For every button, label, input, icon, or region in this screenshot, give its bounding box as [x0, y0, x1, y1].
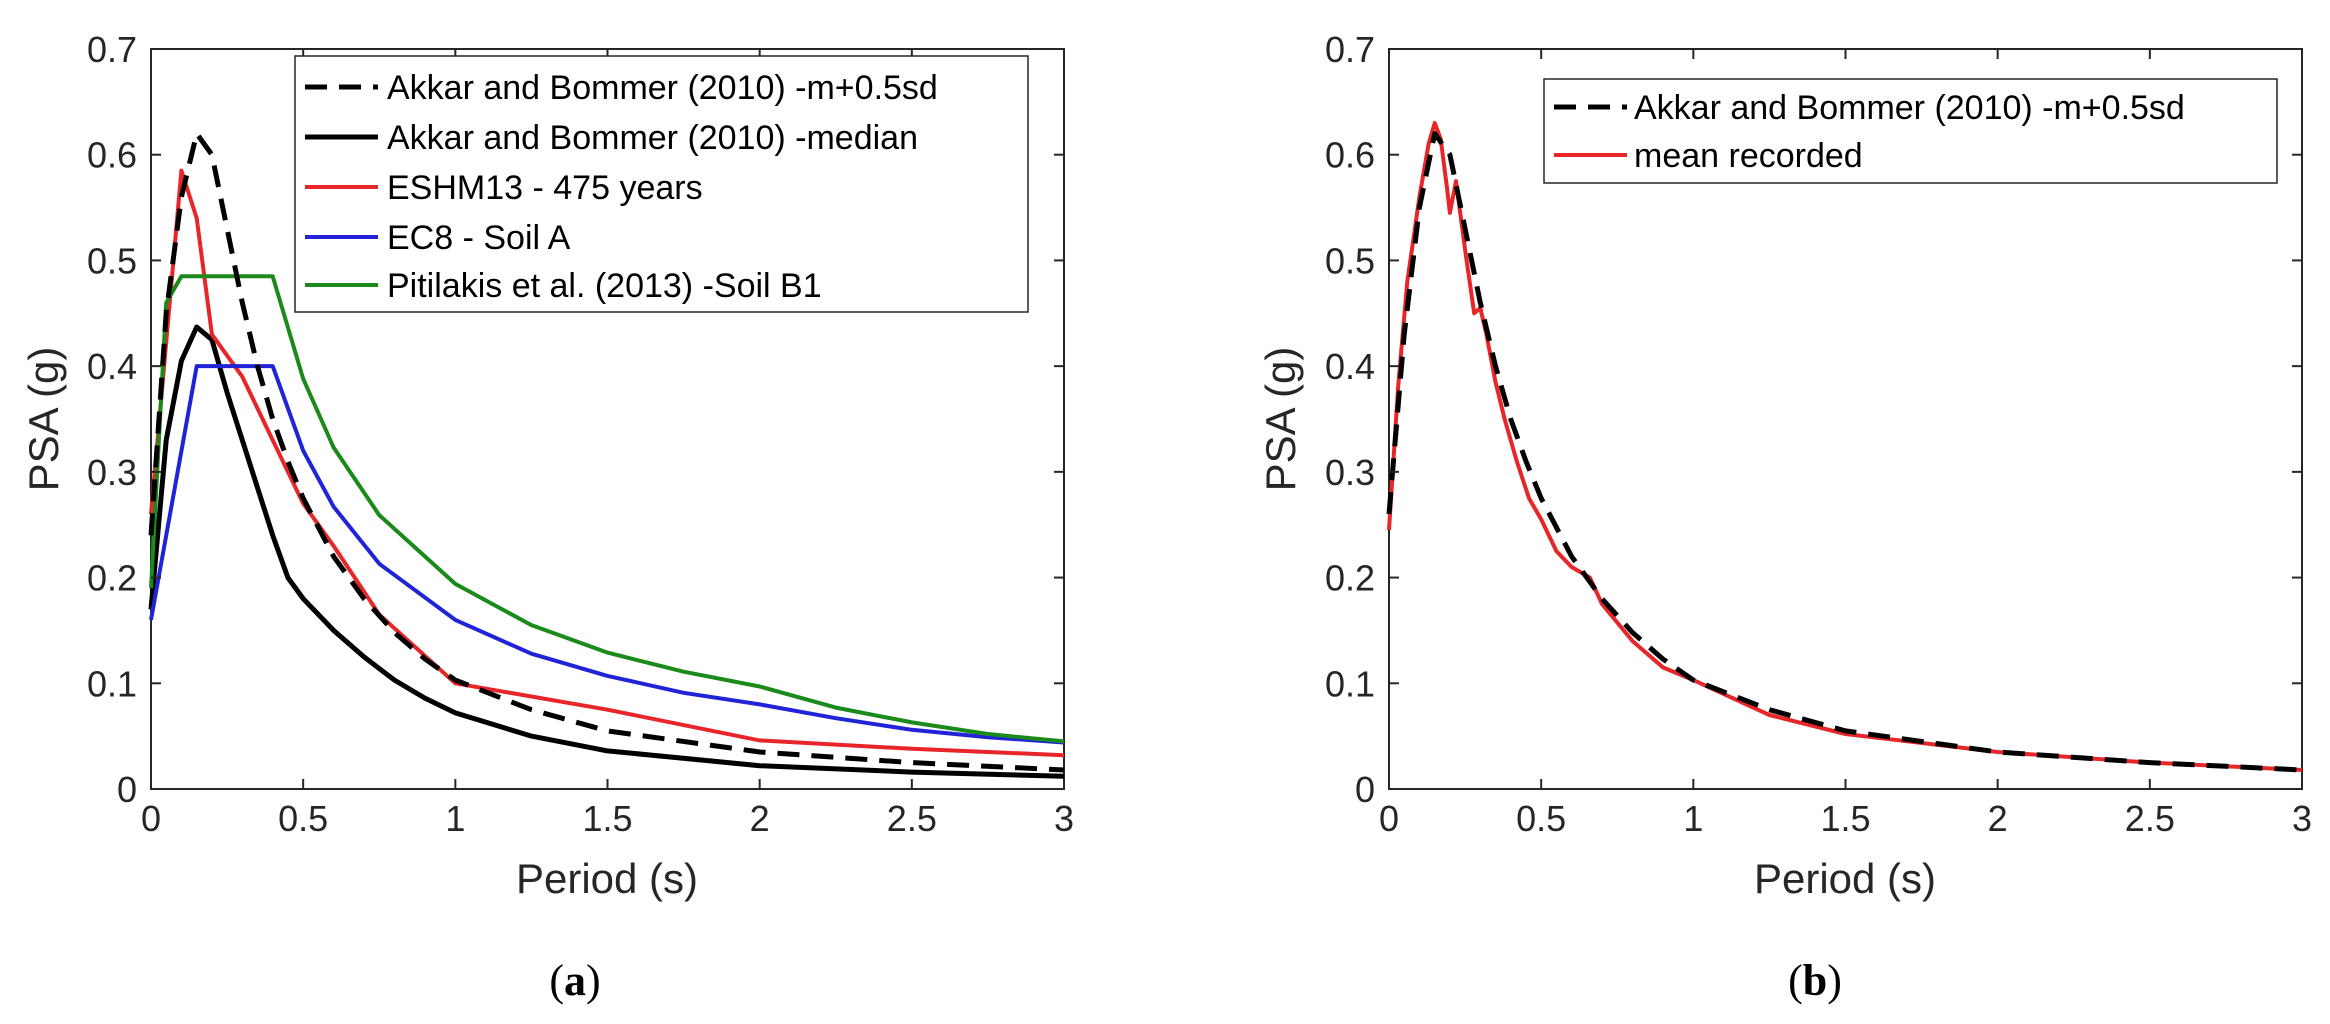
y-tick-label: 0.4: [87, 346, 137, 387]
series-line-1: [148, 324, 1065, 779]
y-tick-label: 0: [117, 769, 137, 810]
panel-b: 0 0.5 1 1.5 2 2.5 3 0 0.1 0.2 0.3 0.4 0.5 0.6 0.7 Per…: [1257, 29, 2312, 1005]
legend: Akkar and Bommer (2010) -m+0.5sd mean re…: [1543, 78, 2278, 184]
legend-entry: Akkar and Bommer (2010) -m+0.5sd: [1634, 89, 2185, 127]
x-axis-label: Period (s): [1754, 855, 1936, 902]
panel-caption-letter: b: [1803, 956, 1827, 1005]
y-tick-label: 0.4: [1325, 346, 1375, 387]
series-layer: [1386, 121, 2303, 773]
y-tick-label: 0.6: [87, 135, 137, 176]
y-axis-label: PSA (g): [20, 347, 67, 492]
x-tick-label: 1.5: [582, 798, 632, 839]
y-ticks: 0 0.1 0.2 0.3 0.4 0.5 0.6 0.7: [1325, 29, 2302, 810]
x-tick-label: 0.5: [1516, 798, 1566, 839]
y-tick-label: 0.2: [1325, 558, 1375, 599]
x-tick-label: 2: [750, 798, 770, 839]
x-tick-label: 2: [1988, 798, 2008, 839]
x-tick-label: 0: [141, 798, 161, 839]
y-ticks: 0 0.1 0.2 0.3 0.4 0.5 0.6 0.7: [87, 29, 1064, 810]
x-tick-label: 0.5: [278, 798, 328, 839]
legend-entry: EC8 - Soil A: [387, 219, 571, 257]
panel-caption: (b): [1788, 956, 1842, 1005]
legend: Akkar and Bommer (2010) -m+0.5sd Akkar a…: [294, 55, 1029, 313]
panel-caption-letter: a: [564, 956, 586, 1005]
y-tick-label: 0: [1355, 769, 1375, 810]
x-axis-label: Period (s): [516, 855, 698, 902]
y-tick-label: 0.7: [87, 29, 137, 70]
y-tick-label: 0.7: [1325, 29, 1375, 70]
x-tick-label: 3: [1054, 798, 1074, 839]
x-tick-label: 2.5: [2125, 798, 2175, 839]
y-tick-label: 0.5: [1325, 240, 1375, 281]
series-line-0: [148, 131, 1065, 773]
legend-box: [294, 55, 1029, 313]
series-line-0: [1386, 131, 2303, 773]
series-line-3: [149, 364, 1065, 745]
legend-box: [1543, 78, 2278, 184]
legend-entry: Akkar and Bommer (2010) -m+0.5sd: [387, 69, 938, 107]
legend-entry: ESHM13 - 475 years: [387, 169, 703, 207]
x-tick-label: 1: [1683, 798, 1703, 839]
panel-a: 0 0.5 1 1.5 2 2.5 3 0 0.1 0.2 0.3 0.4 0.5 0.6 0.7 Per…: [20, 29, 1074, 1005]
y-tick-label: 0.6: [1325, 135, 1375, 176]
series-line-4: [149, 274, 1065, 744]
y-axis-label: PSA (g): [1257, 347, 1304, 492]
x-tick-label: 1: [445, 798, 465, 839]
legend-entry: Pitilakis et al. (2013) -Soil B1: [387, 267, 822, 305]
y-tick-label: 0.5: [87, 240, 137, 281]
panel-caption: (a): [549, 956, 600, 1005]
y-tick-label: 0.3: [87, 452, 137, 493]
x-tick-label: 3: [2292, 798, 2312, 839]
x-tick-label: 0: [1379, 798, 1399, 839]
x-ticks: 0 0.5 1 1.5 2 2.5 3: [141, 49, 1074, 839]
y-tick-label: 0.1: [87, 663, 137, 704]
x-tick-label: 2.5: [887, 798, 937, 839]
legend-entry: mean recorded: [1634, 137, 1863, 175]
y-tick-label: 0.3: [1325, 452, 1375, 493]
x-tick-label: 1.5: [1820, 798, 1870, 839]
series-layer: [148, 131, 1065, 779]
legend-entry: Akkar and Bommer (2010) -median: [387, 119, 918, 157]
y-tick-label: 0.1: [1325, 663, 1375, 704]
x-ticks: 0 0.5 1 1.5 2 2.5 3: [1379, 49, 2312, 839]
y-tick-label: 0.2: [87, 558, 137, 599]
